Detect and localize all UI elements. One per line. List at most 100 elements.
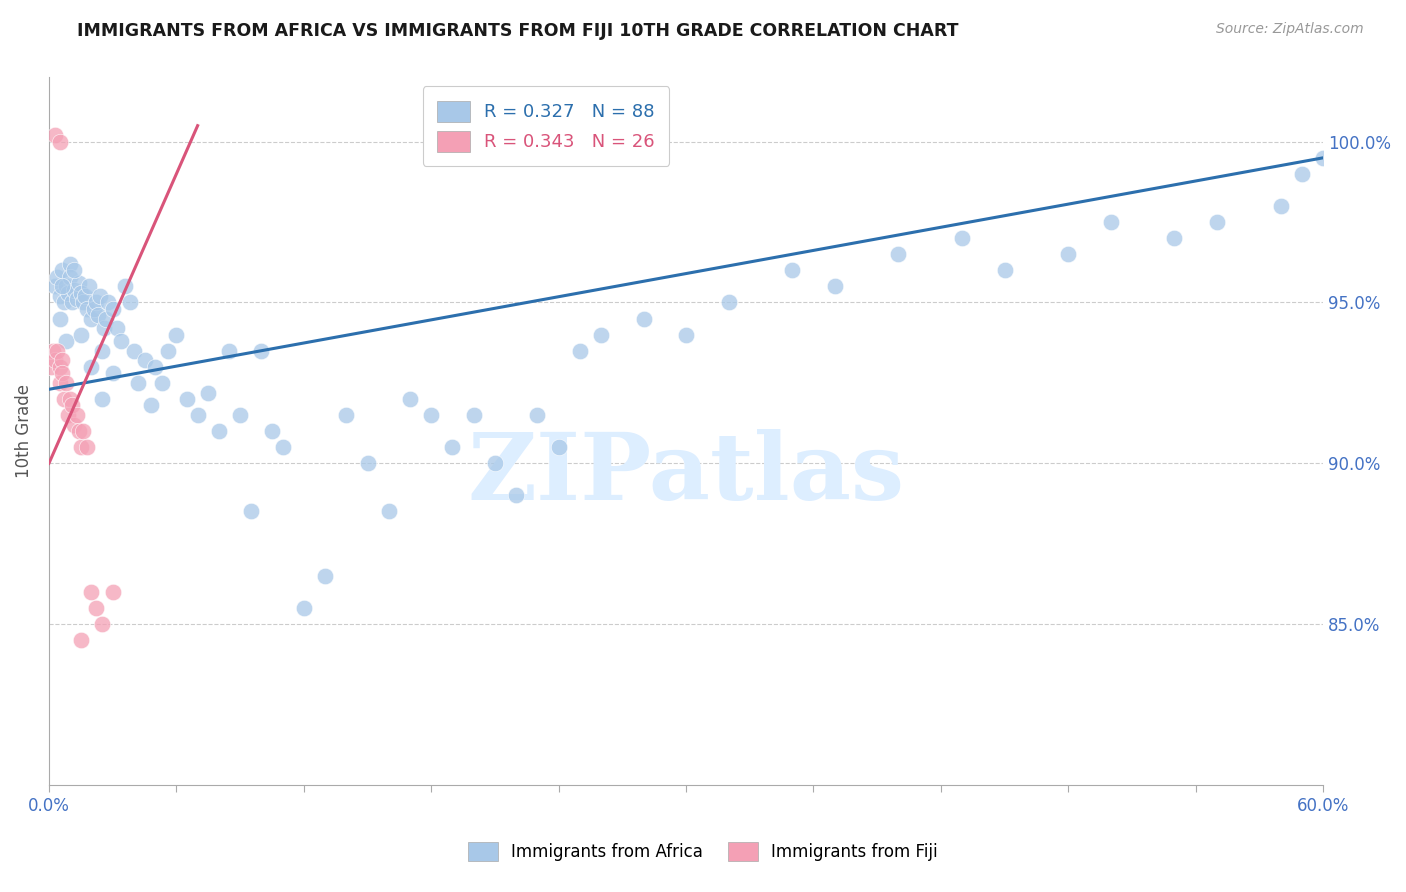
Point (96, 311, 118, 326)
Point (67, 424, 90, 438)
Point (420, 408, 443, 422)
Point (118, 295, 141, 310)
Point (1057, 247, 1080, 261)
Point (143, 359, 166, 374)
Point (229, 408, 252, 422)
Point (75, 289, 97, 303)
Point (101, 301, 124, 316)
Point (150, 376, 173, 390)
Point (48, 359, 70, 374)
Point (51, 353, 73, 368)
Text: Source: ZipAtlas.com: Source: ZipAtlas.com (1216, 22, 1364, 37)
Point (505, 488, 527, 502)
Point (441, 440, 464, 454)
Point (69, 440, 91, 454)
Point (80, 359, 103, 374)
Point (51, 279, 73, 293)
Point (1291, 167, 1313, 181)
Point (79, 279, 101, 293)
Point (156, 343, 179, 358)
Point (60, 398, 83, 412)
Point (335, 408, 357, 422)
Point (463, 408, 485, 422)
Point (51, 366, 73, 380)
Point (67, 276, 90, 290)
Point (122, 343, 145, 358)
Point (271, 440, 294, 454)
Point (633, 311, 655, 326)
Point (314, 568, 336, 582)
Point (52, 392, 75, 406)
Point (547, 440, 569, 454)
Point (48, 311, 70, 326)
Point (239, 504, 262, 518)
Point (44, 279, 66, 293)
Point (292, 601, 315, 615)
Point (46, 343, 69, 358)
Point (165, 327, 187, 342)
Point (526, 408, 548, 422)
Text: ZIPatlas: ZIPatlas (467, 428, 904, 518)
Point (97, 295, 120, 310)
Point (51, 263, 73, 277)
Point (52, 295, 75, 310)
Point (591, 327, 613, 342)
Point (110, 334, 132, 348)
Point (72, 424, 94, 438)
Point (80, 311, 103, 326)
Point (89, 289, 111, 303)
Point (60, 295, 83, 310)
Point (101, 585, 124, 599)
Point (84, 295, 107, 310)
Point (63, 263, 86, 277)
Point (91, 392, 114, 406)
Point (46, 269, 69, 284)
Text: IMMIGRANTS FROM AFRICA VS IMMIGRANTS FROM FIJI 10TH GRADE CORRELATION CHART: IMMIGRANTS FROM AFRICA VS IMMIGRANTS FRO… (77, 22, 959, 40)
Point (65, 408, 87, 422)
Point (675, 327, 697, 342)
Point (59, 257, 82, 271)
Point (42, 343, 65, 358)
Point (1206, 215, 1229, 229)
Point (59, 269, 82, 284)
Point (65, 293, 87, 307)
Point (91, 343, 114, 358)
Point (824, 279, 846, 293)
Legend: R = 0.327   N = 88, R = 0.343   N = 26: R = 0.327 N = 88, R = 0.343 N = 26 (423, 87, 669, 166)
Point (484, 456, 506, 470)
Point (187, 408, 209, 422)
Point (69, 285, 91, 300)
Point (55, 279, 77, 293)
Point (780, 263, 803, 277)
Point (101, 366, 124, 380)
Point (44, 353, 66, 368)
Point (76, 301, 98, 316)
Y-axis label: 10th Grade: 10th Grade (15, 384, 32, 478)
Point (114, 279, 136, 293)
Point (63, 417, 86, 432)
Point (69, 633, 91, 648)
Point (83, 301, 105, 316)
Point (80, 585, 103, 599)
Point (87, 309, 110, 323)
Point (91, 617, 114, 632)
Point (1312, 151, 1334, 165)
Point (1099, 215, 1122, 229)
Point (55, 376, 77, 390)
Point (887, 247, 910, 261)
Point (39, 359, 62, 374)
Point (399, 392, 422, 406)
Point (55, 334, 77, 348)
Point (250, 343, 273, 358)
Point (1163, 231, 1185, 245)
Point (197, 385, 219, 400)
Legend: Immigrants from Africa, Immigrants from Fiji: Immigrants from Africa, Immigrants from … (454, 829, 952, 875)
Point (377, 504, 399, 518)
Point (44, 128, 66, 143)
Point (48, 135, 70, 149)
Point (1270, 199, 1292, 213)
Point (356, 456, 378, 470)
Point (139, 398, 162, 412)
Point (56, 285, 79, 300)
Point (59, 392, 82, 406)
